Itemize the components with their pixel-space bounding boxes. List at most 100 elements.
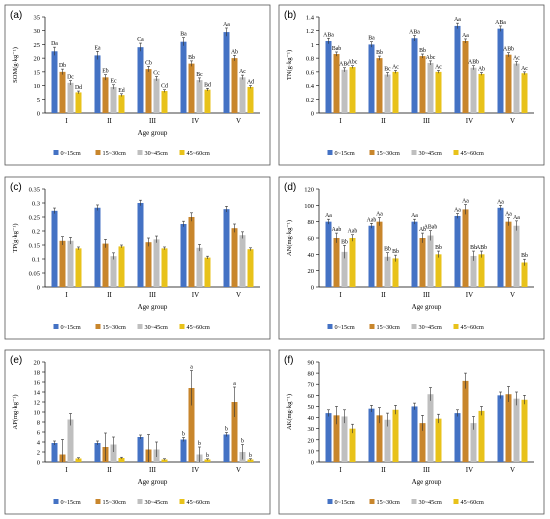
y-tick-label: 0 xyxy=(37,111,40,118)
bar xyxy=(247,249,254,287)
significance-label: Ac xyxy=(392,64,399,70)
significance-label: Aa xyxy=(497,199,504,205)
y-tick-label: 60 xyxy=(308,393,315,400)
significance-label: Bb xyxy=(376,50,383,56)
bar xyxy=(118,95,125,113)
bar xyxy=(153,239,160,287)
bar xyxy=(376,415,383,462)
bar xyxy=(247,459,254,462)
bar xyxy=(368,225,375,287)
significance-label: ABc xyxy=(339,62,350,68)
bar xyxy=(145,69,152,113)
y-tick-label: 50 xyxy=(308,404,315,411)
y-tick-label: 90 xyxy=(308,360,315,367)
bar xyxy=(59,71,66,113)
y-tick-label: 120 xyxy=(304,187,314,194)
legend-swatch xyxy=(179,324,185,329)
bar xyxy=(427,235,434,287)
bar xyxy=(333,238,340,287)
y-tick-label: 40 xyxy=(308,415,315,422)
significance-label: Ea xyxy=(94,45,101,51)
x-axis-label: Age group xyxy=(412,303,442,311)
legend-swatch xyxy=(411,150,417,155)
legend-swatch xyxy=(95,499,101,504)
bar xyxy=(180,224,187,287)
bar xyxy=(497,207,504,287)
significance-label: Bd xyxy=(204,82,211,88)
significance-label: ABab xyxy=(424,225,438,231)
legend-swatch xyxy=(369,324,375,329)
y-tick-label: 0.05 xyxy=(29,271,40,278)
bar xyxy=(51,51,58,113)
bar xyxy=(231,58,238,113)
significance-label: Bb xyxy=(188,55,195,61)
bar xyxy=(110,444,117,462)
bar xyxy=(51,210,58,287)
y-tick-label: 100 xyxy=(304,203,314,210)
bar xyxy=(223,434,230,462)
bar xyxy=(435,418,442,462)
legend-swatch xyxy=(453,150,459,155)
y-tick-label: 10 xyxy=(308,448,315,455)
legend-swatch xyxy=(53,324,59,329)
significance-label: Ca xyxy=(137,37,144,43)
bar xyxy=(392,71,399,113)
bar xyxy=(223,32,230,114)
significance-label: Dd xyxy=(75,85,82,91)
x-axis-label: Age group xyxy=(138,478,168,486)
y-tick-label: 1.4 xyxy=(306,15,315,22)
y-tick-label: 10 xyxy=(34,410,41,417)
y-tick-label: 18 xyxy=(34,370,41,377)
bar xyxy=(521,262,528,287)
bar xyxy=(521,399,528,462)
x-tick-label: I xyxy=(339,291,342,299)
y-tick-label: 30 xyxy=(34,28,41,35)
y-tick-label: 0.6 xyxy=(306,69,315,76)
bar xyxy=(505,221,512,287)
significance-label: Ac xyxy=(435,64,442,70)
bar xyxy=(376,221,383,287)
legend-swatch xyxy=(369,150,375,155)
bar xyxy=(419,423,426,462)
significance-label: Ba xyxy=(368,36,375,42)
bar xyxy=(118,246,125,287)
x-tick-label: II xyxy=(381,466,386,474)
significance-label: Aab xyxy=(348,229,358,235)
significance-label: Da xyxy=(51,41,58,47)
bar xyxy=(325,41,332,113)
legend-swatch xyxy=(179,150,185,155)
y-tick-label: 16 xyxy=(34,380,41,387)
significance-label: Aa xyxy=(376,212,383,218)
legend-swatch xyxy=(137,499,143,504)
y-tick-label: 70 xyxy=(308,382,315,389)
significance-label: Aa xyxy=(505,212,512,218)
bar xyxy=(180,41,187,113)
bar xyxy=(497,395,504,462)
panel-label: (d) xyxy=(284,182,296,193)
bar xyxy=(384,256,391,287)
x-axis-label: Age group xyxy=(412,478,442,486)
bar xyxy=(75,248,82,287)
significance-label: Ac xyxy=(513,56,520,62)
bar xyxy=(153,78,160,113)
bar xyxy=(223,209,230,287)
significance-label: Aa xyxy=(513,215,520,221)
bar xyxy=(349,428,356,462)
bar xyxy=(435,71,442,113)
significance-label: a xyxy=(233,381,236,387)
x-tick-label: II xyxy=(107,466,112,474)
bar xyxy=(188,63,195,113)
bar xyxy=(470,67,477,113)
legend-label: 15~30cm xyxy=(103,150,126,157)
significance-label: b xyxy=(241,439,244,445)
significance-label: Abc xyxy=(348,60,358,66)
bar xyxy=(341,69,348,113)
significance-label: b xyxy=(198,441,201,447)
significance-label: Aa xyxy=(462,199,469,205)
y-tick-label: 20 xyxy=(34,56,41,63)
significance-label: Ab xyxy=(419,227,426,233)
bar xyxy=(333,415,340,462)
x-tick-label: IV xyxy=(192,291,199,299)
significance-label: Bb xyxy=(384,247,391,253)
x-tick-label: I xyxy=(339,117,342,125)
